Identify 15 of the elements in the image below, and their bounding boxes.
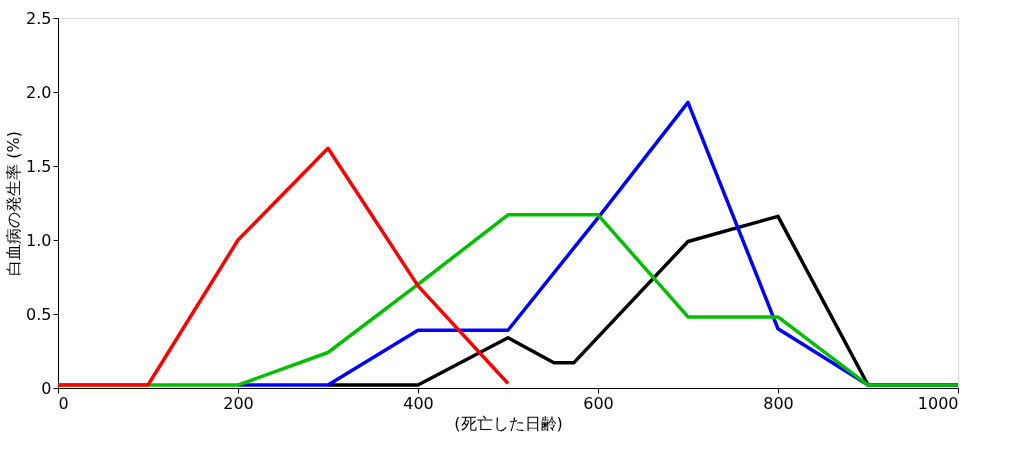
x-tick-label: 600 xyxy=(583,393,614,413)
y-tick-label: 0.5 xyxy=(26,304,52,324)
x-tick-label: 1000 xyxy=(917,393,959,413)
y-tick-label: 2.5 xyxy=(26,8,52,28)
x-tick-label: 200 xyxy=(223,393,254,413)
line-series xyxy=(58,146,510,387)
y-tick-label: 1.0 xyxy=(26,230,52,250)
x-tick-label: 400 xyxy=(403,393,434,413)
x-axis-title: (死亡した日齢) xyxy=(454,413,563,433)
y-tick-label: 2.0 xyxy=(26,82,52,102)
x-tick-label: 0 xyxy=(58,393,69,413)
y-axis-title: 白血病の発生率 (%) xyxy=(4,131,24,276)
y-tick-label: 1.5 xyxy=(26,156,52,176)
x-tick-label: 800 xyxy=(763,393,794,413)
y-tick-label: 0 xyxy=(41,378,52,398)
